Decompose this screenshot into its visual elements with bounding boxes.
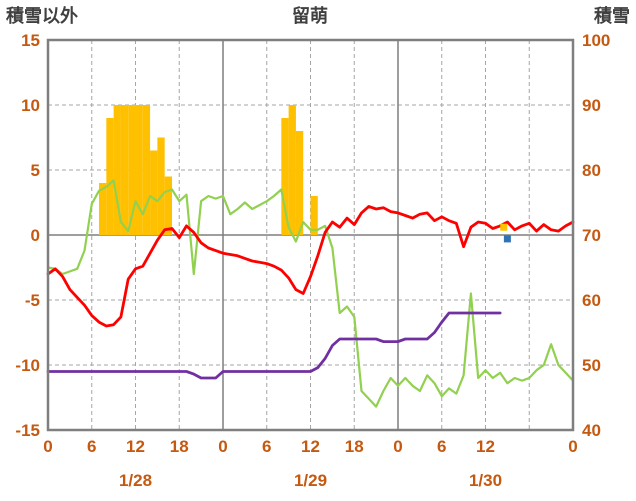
series-latest-orange-marker: [500, 223, 508, 231]
left-axis-tick: -15: [15, 421, 40, 440]
series-temperature-line: [46, 204, 575, 328]
right-axis-tick: 80: [582, 161, 601, 180]
series-wind-line: [46, 179, 575, 408]
right-axis-title: 積雪: [593, 5, 630, 26]
x-axis-date-label: 1/30: [469, 471, 502, 490]
series-sunshine-bars: [99, 105, 318, 235]
x-axis-tick: 6: [262, 437, 271, 456]
x-axis-date-label: 1/29: [294, 471, 327, 490]
left-axis-tick: -10: [15, 356, 40, 375]
x-axis-tick: 12: [126, 437, 145, 456]
x-axis-tick: 0: [393, 437, 402, 456]
x-axis-tick: 6: [437, 437, 446, 456]
right-axis-tick: 50: [582, 356, 601, 375]
left-axis-tick: 0: [31, 226, 40, 245]
right-axis-tick: 40: [582, 421, 601, 440]
x-axis-tick: 0: [218, 437, 227, 456]
right-axis-tick: 90: [582, 96, 601, 115]
x-axis-tick: 0: [568, 437, 577, 456]
x-axis-tick: 12: [301, 437, 320, 456]
right-axis-tick: 70: [582, 226, 601, 245]
x-axis-tick: 6: [87, 437, 96, 456]
x-axis-tick: 18: [170, 437, 189, 456]
right-axis-tick: 100: [582, 31, 610, 50]
x-axis-tick: 18: [345, 437, 364, 456]
chart-title: 留萌: [292, 5, 328, 26]
left-axis-tick: -5: [25, 291, 40, 310]
x-axis-tick: 12: [476, 437, 495, 456]
series-snow-depth-line: [46, 311, 502, 380]
x-axis-tick: 0: [43, 437, 52, 456]
left-axis-tick: 5: [31, 161, 40, 180]
left-axis-tick: 15: [21, 31, 40, 50]
plot-border: [46, 38, 575, 432]
x-axis-date-label: 1/28: [119, 471, 152, 490]
left-axis-tick: 10: [21, 96, 40, 115]
series-latest-blue-marker: [503, 235, 511, 243]
right-axis-tick: 60: [582, 291, 601, 310]
left-axis-title: 積雪以外: [5, 5, 78, 26]
